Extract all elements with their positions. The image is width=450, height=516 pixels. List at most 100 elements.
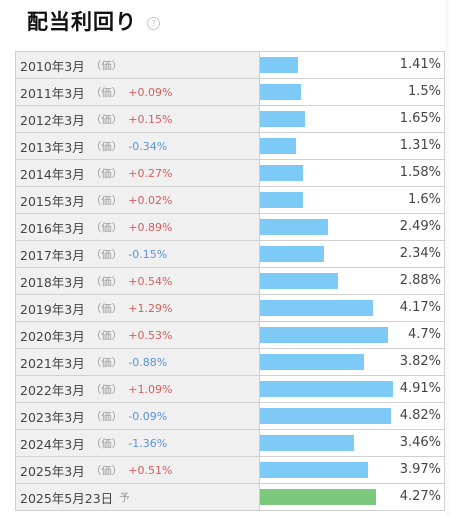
table-row: 2024年3月 （価） -1.36% 3.46% [15, 429, 445, 457]
price-basis-label: （価） [90, 194, 123, 207]
table-row: 2019年3月 （価） +1.29% 4.17% [15, 294, 445, 322]
row-bar-cell: 1.65% [259, 105, 445, 133]
price-basis-label: （価） [90, 464, 123, 477]
yield-value: 1.5% [407, 84, 441, 99]
period-label: 2018年3月 [20, 274, 85, 290]
row-bar-cell: 3.97% [259, 456, 445, 484]
yield-bar [260, 462, 368, 478]
row-label-cell: 2019年3月 （価） +1.29% [15, 294, 260, 322]
change-value: +0.09% [128, 85, 173, 99]
yield-value: 1.31% [399, 138, 441, 153]
table-row: 2012年3月 （価） +0.15% 1.65% [15, 105, 445, 133]
yield-value: 4.7% [407, 327, 441, 342]
price-basis-label: （価） [90, 383, 123, 396]
period-label: 2020年3月 [20, 328, 85, 344]
change-value: -0.34% [128, 139, 168, 153]
period-label: 2019年3月 [20, 301, 85, 317]
yield-value: 4.82% [399, 408, 441, 423]
yield-bar [260, 111, 305, 127]
yield-bar [260, 354, 364, 370]
yield-value: 4.91% [399, 381, 441, 396]
forecast-yield-bar [260, 489, 376, 505]
price-basis-label: （価） [90, 302, 123, 315]
dividend-yield-table: 2010年3月 （価） 1.41% 2011年3月 （価） +0.09% 1.5% 2012年… [15, 51, 445, 511]
row-bar-cell: 4.27% [259, 483, 445, 511]
row-bar-cell: 2.88% [259, 267, 445, 295]
yield-bar [260, 435, 354, 451]
page-edge [445, 0, 450, 516]
price-basis-label: （価） [90, 275, 123, 288]
period-label: 2021年3月 [20, 355, 85, 371]
table-row: 2017年3月 （価） -0.15% 2.34% [15, 240, 445, 268]
period-label: 2017年3月 [20, 247, 85, 263]
row-label-cell: 2020年3月 （価） +0.53% [15, 321, 260, 349]
table-row: 2023年3月 （価） -0.09% 4.82% [15, 402, 445, 430]
yield-bar [260, 300, 373, 316]
table-row: 2022年3月 （価） +1.09% 4.91% [15, 375, 445, 403]
yield-bar [260, 408, 391, 424]
yield-value: 4.27% [399, 489, 441, 504]
change-value: +0.27% [128, 166, 173, 180]
period-label: 2023年3月 [20, 409, 85, 425]
table-row: 2014年3月 （価） +0.27% 1.58% [15, 159, 445, 187]
row-bar-cell: 4.82% [259, 402, 445, 430]
row-label-cell: 2010年3月 （価） [15, 51, 260, 79]
row-label-cell: 2021年3月 （価） -0.88% [15, 348, 260, 376]
price-basis-label: （価） [90, 140, 123, 153]
price-basis-label: （価） [90, 437, 123, 450]
yield-value: 2.49% [399, 219, 441, 234]
table-row: 2010年3月 （価） 1.41% [15, 51, 445, 79]
row-bar-cell: 4.17% [259, 294, 445, 322]
yield-value: 3.82% [399, 354, 441, 369]
period-label: 2024年3月 [20, 436, 85, 452]
change-value: +0.02% [128, 193, 173, 207]
period-label: 2025年5月23日 [20, 490, 114, 506]
yield-bar [260, 273, 338, 289]
period-label: 2013年3月 [20, 139, 85, 155]
change-value: +0.54% [128, 274, 173, 288]
yield-bar [260, 165, 303, 181]
table-row: 2011年3月 （価） +0.09% 1.5% [15, 78, 445, 106]
yield-value: 4.17% [399, 300, 441, 315]
row-label-cell: 2017年3月 （価） -0.15% [15, 240, 260, 268]
row-bar-cell: 4.91% [259, 375, 445, 403]
price-basis-label: （価） [90, 356, 123, 369]
change-value: +0.15% [128, 112, 173, 126]
price-basis-label: （価） [90, 86, 123, 99]
price-basis-label: （価） [90, 329, 123, 342]
table-row: 2016年3月 （価） +0.89% 2.49% [15, 213, 445, 241]
row-bar-cell: 2.34% [259, 240, 445, 268]
table-row: 2020年3月 （価） +0.53% 4.7% [15, 321, 445, 349]
table-row: 2021年3月 （価） -0.88% 3.82% [15, 348, 445, 376]
price-basis-label: （価） [90, 113, 123, 126]
price-basis-label: （価） [90, 248, 123, 261]
row-bar-cell: 3.82% [259, 348, 445, 376]
change-value: +1.09% [128, 382, 173, 396]
change-value: -0.09% [128, 409, 168, 423]
change-value: -0.88% [128, 355, 168, 369]
help-icon[interactable]: ? [147, 17, 160, 30]
yield-bar [260, 138, 296, 154]
yield-bar [260, 219, 328, 235]
period-label: 2022年3月 [20, 382, 85, 398]
row-label-cell: 2011年3月 （価） +0.09% [15, 78, 260, 106]
row-label-cell: 2025年3月 （価） +0.51% [15, 456, 260, 484]
row-label-cell: 2012年3月 （価） +0.15% [15, 105, 260, 133]
yield-value: 3.46% [399, 435, 441, 450]
yield-value: 2.88% [399, 273, 441, 288]
period-label: 2012年3月 [20, 112, 85, 128]
yield-value: 1.65% [399, 111, 441, 126]
yield-value: 3.97% [399, 462, 441, 477]
page-title: 配当利回り [27, 10, 137, 34]
row-label-cell: 2024年3月 （価） -1.36% [15, 429, 260, 457]
forecast-marker: 予 [119, 491, 130, 504]
row-label-cell: 2022年3月 （価） +1.09% [15, 375, 260, 403]
row-label-cell: 2015年3月 （価） +0.02% [15, 186, 260, 214]
period-label: 2010年3月 [20, 58, 85, 74]
price-basis-label: （価） [90, 221, 123, 234]
change-value: -0.15% [128, 247, 168, 261]
change-value: +0.51% [128, 463, 173, 477]
yield-value: 2.34% [399, 246, 441, 261]
row-bar-cell: 1.5% [259, 78, 445, 106]
yield-bar [260, 192, 303, 208]
